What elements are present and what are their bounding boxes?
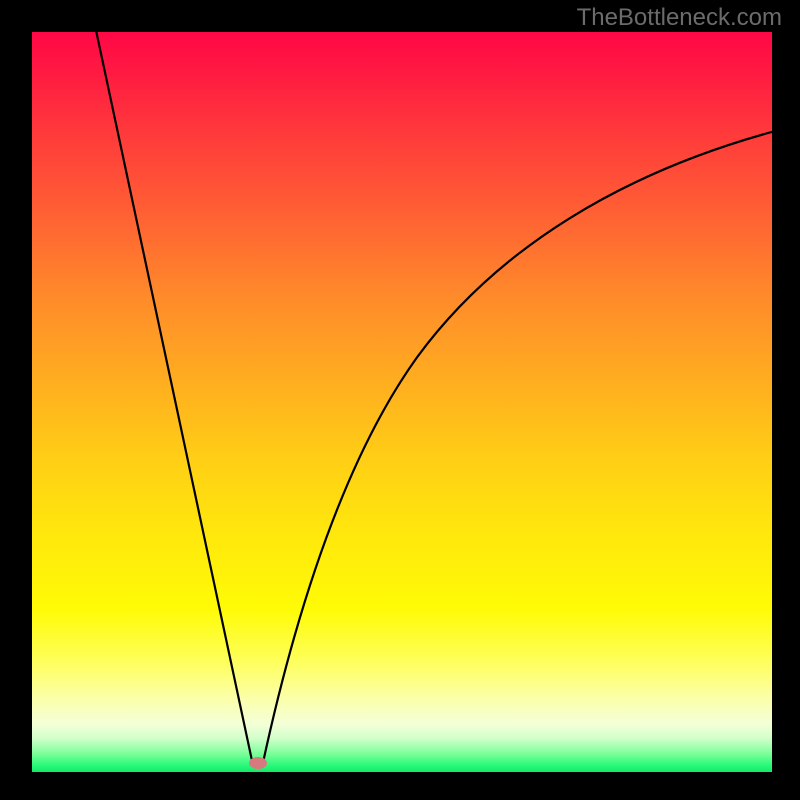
plot-area — [32, 32, 772, 772]
bottleneck-curve — [32, 32, 772, 772]
minimum-marker — [249, 757, 267, 769]
chart-container: TheBottleneck.com — [0, 0, 800, 800]
watermark-text: TheBottleneck.com — [577, 4, 782, 32]
